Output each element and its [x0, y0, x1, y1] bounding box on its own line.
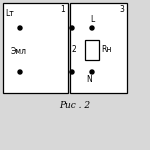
- Text: L: L: [90, 15, 94, 24]
- Circle shape: [90, 70, 94, 74]
- Circle shape: [70, 26, 74, 30]
- Bar: [85, 40, 99, 60]
- Text: N: N: [86, 75, 92, 84]
- Text: Lт: Lт: [5, 9, 14, 18]
- Circle shape: [70, 70, 74, 74]
- Text: 2: 2: [71, 45, 76, 54]
- Text: 1: 1: [61, 6, 65, 15]
- Bar: [3, 3, 68, 93]
- Bar: [70, 3, 127, 93]
- Text: Рис . 2: Рис . 2: [59, 100, 91, 109]
- Circle shape: [90, 26, 94, 30]
- Text: 3: 3: [120, 6, 124, 15]
- Text: Эмл: Эмл: [11, 48, 27, 57]
- Circle shape: [18, 26, 22, 30]
- Text: Rн: Rн: [101, 45, 111, 54]
- Circle shape: [18, 70, 22, 74]
